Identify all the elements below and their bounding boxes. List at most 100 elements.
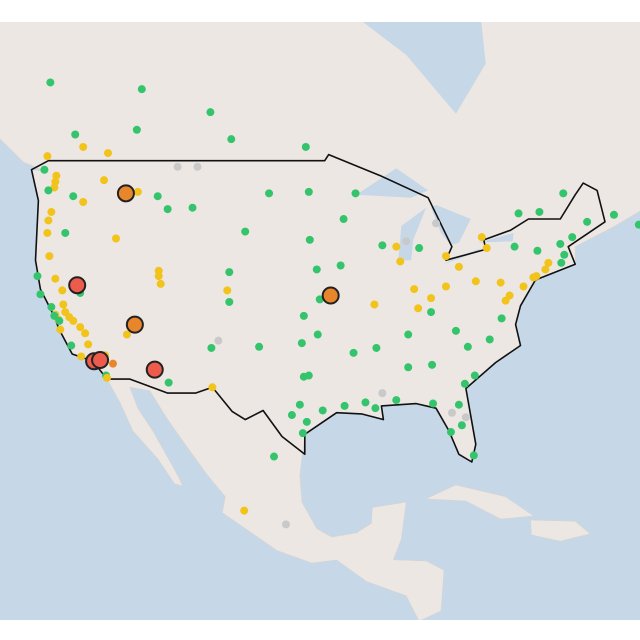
highlighted-station — [321, 286, 340, 305]
station-dot — [396, 257, 405, 266]
station-dot — [541, 265, 550, 274]
station-dot — [137, 85, 146, 94]
station-dot — [469, 451, 478, 460]
stations — [33, 78, 640, 529]
highlighted-station — [125, 315, 144, 334]
station-dot — [67, 341, 76, 350]
station-dot — [410, 285, 419, 294]
lake — [362, 22, 486, 114]
station-dot — [77, 352, 86, 361]
station-dot — [33, 272, 42, 281]
station-dot — [583, 217, 592, 226]
station-dot — [361, 398, 370, 407]
station-dot — [461, 413, 470, 422]
station-dot — [100, 176, 109, 185]
station-dot — [446, 428, 455, 437]
station-dot — [318, 406, 327, 415]
station-dot — [427, 308, 436, 317]
station-dot — [241, 227, 250, 236]
station-dot — [402, 237, 411, 246]
station-dot — [533, 246, 542, 255]
station-dot — [349, 348, 358, 357]
station-dot — [372, 343, 381, 352]
station-dot — [154, 266, 163, 275]
station-dot — [43, 152, 52, 161]
island — [425, 484, 535, 520]
station-dot — [132, 125, 141, 134]
station-dot — [79, 197, 88, 206]
station-dot — [371, 404, 380, 413]
station-dot — [535, 207, 544, 216]
station-dot — [471, 277, 480, 286]
station-dot — [477, 233, 486, 242]
station-dot — [451, 326, 460, 335]
lake — [443, 249, 486, 265]
station-dot — [510, 242, 519, 251]
highlighted-station — [68, 276, 87, 295]
station-dot — [301, 142, 310, 151]
station-dot — [370, 300, 379, 309]
station-dot — [108, 359, 117, 368]
station-dot — [299, 372, 308, 381]
station-dot — [295, 400, 304, 409]
station-dot — [225, 268, 234, 277]
station-dot — [505, 291, 514, 300]
station-dot — [270, 452, 279, 461]
station-dot — [173, 162, 182, 171]
station-dot — [336, 261, 345, 270]
station-dot — [297, 339, 306, 348]
station-dot — [56, 325, 65, 334]
station-dot — [52, 171, 61, 180]
station-dot — [47, 303, 56, 312]
station-dot — [340, 401, 349, 410]
station-dot — [415, 244, 424, 253]
station-dot — [58, 286, 67, 295]
highlighted-station — [145, 360, 164, 379]
station-dot — [40, 165, 49, 174]
station-dot — [482, 244, 491, 253]
station-dot — [497, 314, 506, 323]
station-dot — [163, 205, 172, 214]
station-dot — [559, 189, 568, 198]
station-dot — [378, 389, 387, 398]
station-dot — [240, 506, 249, 515]
station-dot — [59, 300, 68, 309]
station-dot — [302, 417, 311, 426]
station-dot — [427, 294, 436, 303]
station-dot — [457, 421, 466, 430]
station-dot — [81, 329, 90, 338]
station-dot — [208, 383, 217, 392]
station-dot — [225, 297, 234, 306]
station-dot — [299, 311, 308, 320]
station-dot — [79, 142, 88, 151]
station-dot — [44, 216, 53, 225]
station-dot — [122, 330, 131, 339]
station-dot — [392, 242, 401, 251]
station-dot — [428, 360, 437, 369]
station-dot — [51, 177, 60, 186]
station-dot — [188, 203, 197, 212]
station-dot — [61, 228, 70, 237]
station-dot — [281, 520, 290, 529]
station-dot — [557, 258, 566, 267]
lake — [477, 233, 514, 243]
island — [530, 519, 591, 542]
station-dot — [447, 408, 456, 417]
station-dot — [429, 399, 438, 408]
station-dot — [313, 330, 322, 339]
station-dot — [50, 311, 59, 320]
station-dot — [485, 335, 494, 344]
us-border — [30, 153, 606, 463]
station-dot — [51, 274, 60, 283]
lake — [398, 207, 427, 261]
station-dot — [193, 162, 202, 171]
station-dot — [84, 340, 93, 349]
highlighted-station — [91, 351, 110, 370]
station-dot — [304, 187, 313, 196]
station-dot — [55, 316, 64, 325]
station-dot — [156, 279, 165, 288]
station-dot — [46, 78, 55, 87]
station-dot — [47, 207, 56, 216]
station-dot — [45, 252, 54, 261]
